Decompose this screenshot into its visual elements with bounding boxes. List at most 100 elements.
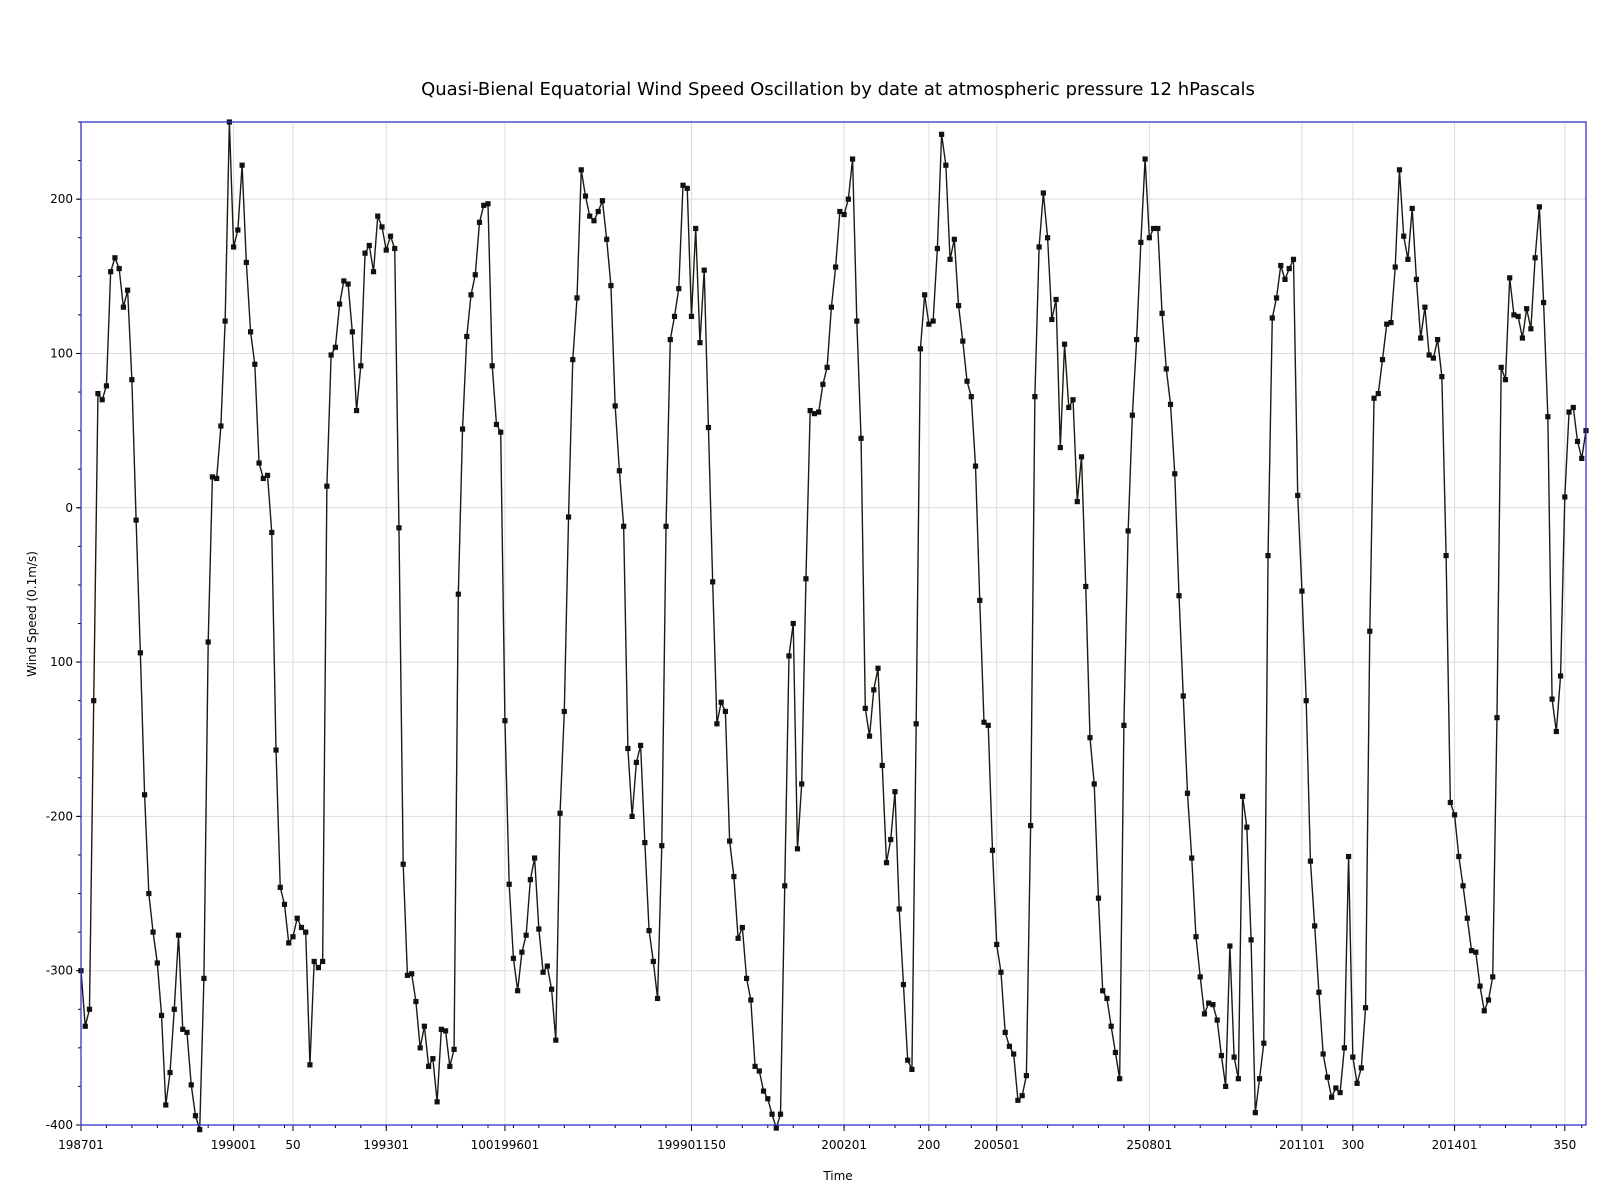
data-point [1290,256,1297,262]
data-point [1214,1017,1220,1023]
data-point [1167,401,1174,407]
y-axis-label: Wind Speed (0.1m/s) [25,551,39,677]
data-point [103,383,110,389]
x-tick-label: 199001 [211,1138,257,1152]
data-point [1011,1051,1017,1057]
data-point [748,997,754,1003]
data-point [951,236,957,242]
data-point [1019,1093,1025,1099]
data-point [86,1006,93,1012]
data-point [862,705,868,711]
data-point [125,287,131,293]
data-point [129,377,135,383]
data-point [180,1026,186,1032]
data-point [888,836,894,843]
x-tick-label: 201401 [1432,1138,1478,1152]
data-point [1057,444,1063,451]
data-point [1197,974,1203,980]
data-point [417,1045,423,1051]
data-point [1273,295,1280,301]
data-point [816,409,822,415]
data-point [231,244,237,250]
data-point [693,225,699,232]
data-point [400,861,406,867]
data-point [218,423,224,429]
data-point [1396,167,1403,173]
data-point [565,514,572,520]
data-point [1350,1054,1356,1060]
data-point [1104,995,1110,1002]
data-point [1477,983,1483,989]
data-point [799,781,805,787]
data-point [837,208,843,215]
data-point [1562,494,1568,500]
data-point [481,202,487,208]
data-point [260,475,266,482]
data-point [532,855,538,861]
data-point [307,1062,313,1068]
data-point [239,162,245,168]
data-point [599,198,606,204]
x-tick-label: 100199601 [471,1138,540,1152]
data-point [349,329,355,335]
data-point [934,245,940,252]
data-point [1172,471,1178,477]
data-point [905,1057,911,1063]
data-point [459,426,466,432]
series-layer [78,119,1589,1133]
x-tick-label: 201101 [1279,1138,1325,1152]
data-point [705,424,712,431]
data-point [273,747,279,753]
data-point [506,881,512,887]
data-point [697,340,703,346]
data-point [214,475,220,482]
data-point [1494,715,1500,721]
data-point [1299,588,1305,594]
data-point [1023,1073,1029,1079]
data-point [1193,934,1199,940]
data-point [616,468,623,474]
x-tick-label: 199901150 [657,1138,726,1152]
data-point [222,318,228,324]
data-point [1553,728,1559,735]
data-point [1189,855,1195,861]
data-point [710,579,716,585]
data-point [1265,553,1271,559]
data-point [879,762,885,769]
data-point [1371,395,1377,401]
data-point [1227,943,1233,949]
data-point [845,196,851,202]
data-point [739,924,745,931]
data-point [900,981,907,988]
data-point [557,810,563,816]
data-point [1519,335,1526,341]
data-point [1210,1002,1216,1008]
data-point [286,940,292,946]
data-point [1329,1094,1335,1100]
y-tick-label: -300 [46,964,73,978]
data-point [1464,915,1470,921]
data-point [1460,883,1466,889]
data-point [1316,989,1322,995]
data-point [1388,320,1394,326]
data-point [1070,397,1076,403]
data-point [1015,1097,1021,1103]
data-point [994,941,1000,948]
data-point [909,1066,915,1073]
data-point [341,278,347,284]
data-point [438,1026,444,1032]
data-point [553,1037,559,1043]
data-point [875,665,881,671]
x-axis-label: Time [822,1169,852,1183]
data-point [1401,233,1407,239]
data-point [451,1046,457,1052]
data-point [960,338,966,344]
data-point [578,167,584,173]
x-tick-label: 199301 [363,1138,409,1152]
data-point [1532,255,1538,261]
data-point [1456,853,1462,860]
data-point [621,523,627,529]
data-point [1129,412,1135,418]
